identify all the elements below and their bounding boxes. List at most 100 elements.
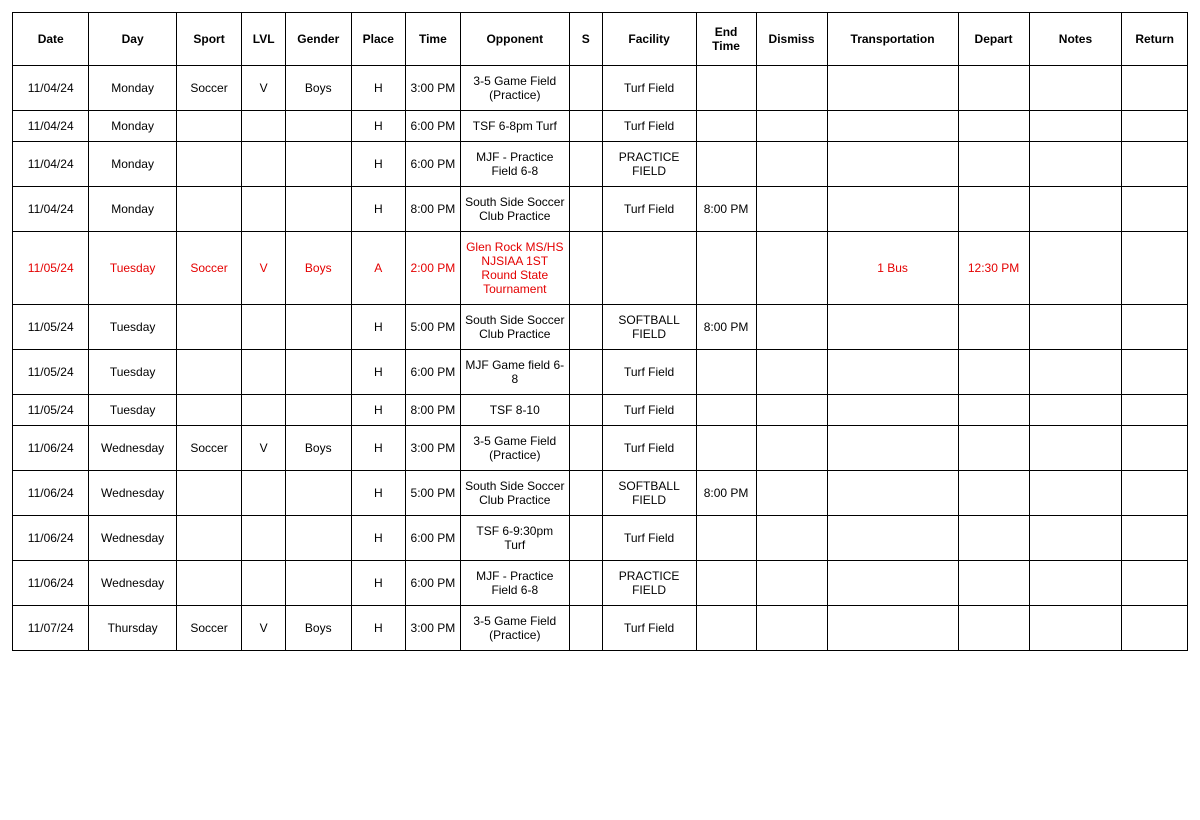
cell-notes — [1029, 395, 1122, 426]
cell-place: H — [351, 305, 406, 350]
cell-gender: Boys — [285, 426, 351, 471]
cell-transportation — [827, 516, 958, 561]
schedule-table: DateDaySportLVLGenderPlaceTimeOpponentSF… — [12, 12, 1188, 651]
cell-date: 11/04/24 — [13, 66, 89, 111]
cell-sport — [176, 471, 242, 516]
cell-s — [569, 232, 602, 305]
cell-return — [1122, 395, 1188, 426]
cell-dismiss — [756, 187, 827, 232]
cell-sport — [176, 395, 242, 426]
cell-place: H — [351, 350, 406, 395]
cell-opponent: TSF 6-8pm Turf — [460, 111, 569, 142]
cell-return — [1122, 426, 1188, 471]
cell-day: Wednesday — [89, 426, 176, 471]
cell-s — [569, 187, 602, 232]
cell-transportation — [827, 66, 958, 111]
cell-s — [569, 426, 602, 471]
cell-opponent: MJF - Practice Field 6-8 — [460, 142, 569, 187]
cell-facility: Turf Field — [602, 426, 696, 471]
cell-lvl — [242, 187, 286, 232]
cell-day: Wednesday — [89, 471, 176, 516]
cell-place: H — [351, 142, 406, 187]
cell-time: 6:00 PM — [406, 111, 461, 142]
cell-gender — [285, 395, 351, 426]
column-header-transportation: Transportation — [827, 13, 958, 66]
cell-gender: Boys — [285, 232, 351, 305]
cell-transportation — [827, 305, 958, 350]
cell-end_time — [696, 232, 756, 305]
cell-opponent: South Side Soccer Club Practice — [460, 471, 569, 516]
cell-lvl — [242, 111, 286, 142]
cell-notes — [1029, 606, 1122, 651]
cell-place: H — [351, 187, 406, 232]
cell-s — [569, 606, 602, 651]
cell-day: Thursday — [89, 606, 176, 651]
cell-sport: Soccer — [176, 606, 242, 651]
cell-lvl — [242, 561, 286, 606]
cell-gender — [285, 561, 351, 606]
cell-depart — [958, 66, 1029, 111]
cell-sport — [176, 111, 242, 142]
cell-return — [1122, 187, 1188, 232]
cell-date: 11/05/24 — [13, 350, 89, 395]
cell-place: H — [351, 516, 406, 561]
cell-sport: Soccer — [176, 66, 242, 111]
cell-sport — [176, 305, 242, 350]
cell-transportation — [827, 395, 958, 426]
cell-return — [1122, 66, 1188, 111]
cell-s — [569, 142, 602, 187]
cell-date: 11/06/24 — [13, 516, 89, 561]
cell-place: H — [351, 66, 406, 111]
cell-date: 11/06/24 — [13, 471, 89, 516]
cell-lvl: V — [242, 606, 286, 651]
cell-day: Wednesday — [89, 516, 176, 561]
cell-end_time — [696, 516, 756, 561]
cell-dismiss — [756, 142, 827, 187]
cell-depart — [958, 426, 1029, 471]
table-row: 11/04/24MondayH8:00 PMSouth Side Soccer … — [13, 187, 1188, 232]
cell-notes — [1029, 66, 1122, 111]
cell-time: 5:00 PM — [406, 471, 461, 516]
cell-notes — [1029, 471, 1122, 516]
cell-notes — [1029, 426, 1122, 471]
cell-transportation — [827, 187, 958, 232]
column-header-lvl: LVL — [242, 13, 286, 66]
cell-day: Monday — [89, 66, 176, 111]
cell-notes — [1029, 187, 1122, 232]
cell-facility: Turf Field — [602, 66, 696, 111]
cell-lvl — [242, 395, 286, 426]
cell-dismiss — [756, 66, 827, 111]
cell-date: 11/04/24 — [13, 142, 89, 187]
column-header-notes: Notes — [1029, 13, 1122, 66]
cell-depart: 12:30 PM — [958, 232, 1029, 305]
table-row: 11/06/24WednesdayH5:00 PMSouth Side Socc… — [13, 471, 1188, 516]
cell-return — [1122, 561, 1188, 606]
cell-gender: Boys — [285, 66, 351, 111]
cell-opponent: TSF 6-9:30pm Turf — [460, 516, 569, 561]
cell-lvl: V — [242, 66, 286, 111]
cell-return — [1122, 606, 1188, 651]
cell-sport — [176, 142, 242, 187]
cell-lvl — [242, 305, 286, 350]
schedule-thead: DateDaySportLVLGenderPlaceTimeOpponentSF… — [13, 13, 1188, 66]
cell-sport — [176, 187, 242, 232]
cell-depart — [958, 516, 1029, 561]
column-header-date: Date — [13, 13, 89, 66]
cell-place: H — [351, 561, 406, 606]
cell-end_time — [696, 561, 756, 606]
cell-end_time: 8:00 PM — [696, 471, 756, 516]
cell-time: 8:00 PM — [406, 395, 461, 426]
cell-return — [1122, 232, 1188, 305]
cell-facility: Turf Field — [602, 606, 696, 651]
column-header-day: Day — [89, 13, 176, 66]
cell-date: 11/04/24 — [13, 111, 89, 142]
column-header-end_time: End Time — [696, 13, 756, 66]
cell-facility: PRACTICE FIELD — [602, 142, 696, 187]
cell-end_time — [696, 66, 756, 111]
cell-end_time — [696, 426, 756, 471]
cell-s — [569, 305, 602, 350]
cell-transportation — [827, 471, 958, 516]
cell-place: A — [351, 232, 406, 305]
cell-opponent: Glen Rock MS/HS NJSIAA 1ST Round State T… — [460, 232, 569, 305]
table-row: 11/04/24MondayH6:00 PMTSF 6-8pm TurfTurf… — [13, 111, 1188, 142]
